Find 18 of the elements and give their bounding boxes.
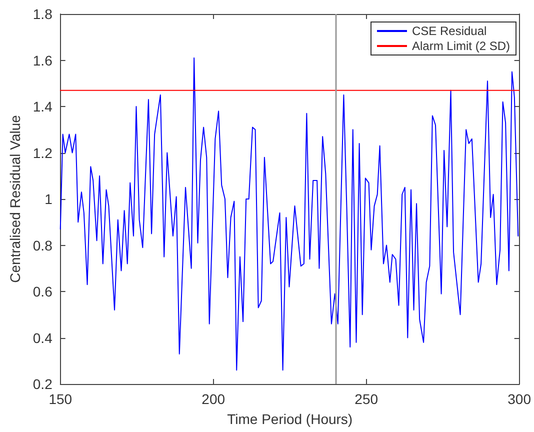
line-series [60, 57, 519, 371]
y-tick-label: 1.8 [32, 6, 53, 22]
y-tick-label: 0.8 [32, 237, 53, 254]
y-tick-label: 0.4 [32, 330, 53, 346]
x-tick-label: 200 [202, 391, 226, 407]
y-tick-label: 1 [44, 191, 53, 207]
y-tick-label: 1.6 [32, 52, 53, 68]
y-tick-label: 1.2 [32, 144, 53, 161]
x-tick-label: 300 [508, 391, 532, 407]
legend-label: CSE Residual [412, 24, 487, 38]
x-tick-label: 150 [48, 391, 72, 407]
x-axis-title: Time Period (Hours) [227, 411, 353, 427]
y-axis-title: Centralised Residual Value [7, 114, 23, 283]
x-tick-label: 250 [354, 391, 378, 407]
y-tick-label: 0.6 [32, 284, 53, 300]
y-tick-label: 1.4 [32, 98, 53, 114]
legend-label: Alarm Limit (2 SD) [412, 39, 510, 53]
y-tick-label: 0.2 [32, 376, 53, 392]
